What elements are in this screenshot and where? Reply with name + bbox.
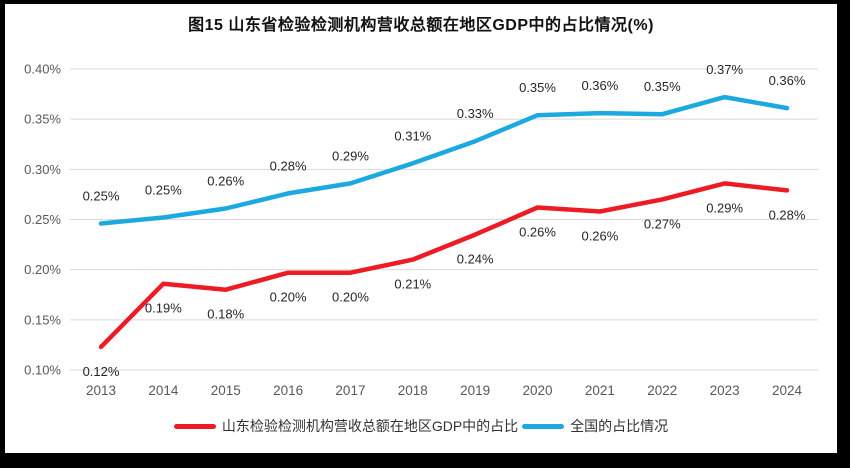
shandong-line-swatch [173, 423, 216, 429]
data-label: 0.26% [207, 173, 244, 188]
y-tick-label: 0.15% [24, 312, 61, 327]
data-label: 0.37% [706, 62, 743, 77]
y-tick-label: 0.10% [24, 363, 61, 378]
data-label: 0.25% [145, 182, 182, 197]
data-label: 0.25% [83, 189, 120, 204]
legend-label-national: 全国的占比情况 [570, 418, 669, 434]
data-label: 0.36% [769, 73, 806, 88]
data-label: 0.24% [457, 252, 494, 267]
data-label: 0.27% [644, 216, 681, 231]
data-label: 0.35% [644, 79, 681, 94]
x-tick-label: 2014 [148, 383, 179, 398]
x-tick-label: 2019 [460, 383, 490, 398]
data-label: 0.26% [581, 228, 618, 243]
x-tick-label: 2023 [710, 383, 740, 398]
data-label: 0.33% [457, 106, 494, 121]
data-label: 0.29% [706, 200, 743, 215]
data-label: 0.31% [394, 128, 431, 143]
data-label: 0.28% [270, 158, 307, 173]
data-label: 0.29% [332, 148, 369, 163]
x-tick-label: 2021 [585, 383, 615, 398]
data-label: 0.21% [394, 277, 431, 292]
y-tick-label: 0.40% [24, 62, 61, 77]
data-label: 0.19% [145, 301, 182, 316]
national-series-line [98, 94, 790, 226]
data-label: 0.35% [519, 80, 556, 95]
legend: 山东检验检测机构营收总额在地区GDP中的占比 全国的占比情况 [5, 416, 837, 436]
data-label: 0.18% [207, 307, 244, 322]
national-line-swatch [522, 423, 565, 429]
data-label: 0.12% [83, 364, 120, 379]
data-label: 0.36% [581, 78, 618, 93]
legend-label-shandong: 山东检验检测机构营收总额在地区GDP中的占比 [221, 418, 519, 434]
y-tick-label: 0.30% [24, 162, 61, 177]
x-tick-label: 2013 [86, 383, 116, 398]
y-tick-label: 0.35% [24, 112, 61, 127]
legend-item-national: 全国的占比情况 [522, 416, 668, 436]
chart-canvas: 图15 山东省检验检测机构营收总额在地区GDP中的占比情况(%) 0.10% 0.… [5, 4, 837, 453]
chart-title: 图15 山东省检验检测机构营收总额在地区GDP中的占比情况(%) [188, 17, 654, 34]
plot-area: 0.10% 0.15% 0.20% 0.25% 0.30% 0.35% 0.40% 2013 2… [24, 62, 818, 398]
x-tick-label: 2016 [273, 383, 303, 398]
y-tick-label: 0.25% [24, 212, 61, 227]
shandong-series-line [98, 181, 790, 350]
x-tick-label: 2020 [523, 383, 553, 398]
x-tick-label: 2022 [647, 383, 677, 398]
x-tick-label: 2015 [211, 383, 241, 398]
x-tick-label: 2024 [772, 383, 803, 398]
x-tick-label: 2018 [398, 383, 428, 398]
legend-item-shandong: 山东检验检测机构营收总额在地区GDP中的占比 [173, 416, 519, 436]
data-label: 0.20% [270, 290, 307, 305]
data-label: 0.20% [332, 290, 369, 305]
x-tick-label: 2017 [335, 383, 365, 398]
data-label: 0.28% [769, 207, 806, 222]
y-tick-label: 0.20% [24, 262, 61, 277]
data-label: 0.26% [519, 224, 556, 239]
